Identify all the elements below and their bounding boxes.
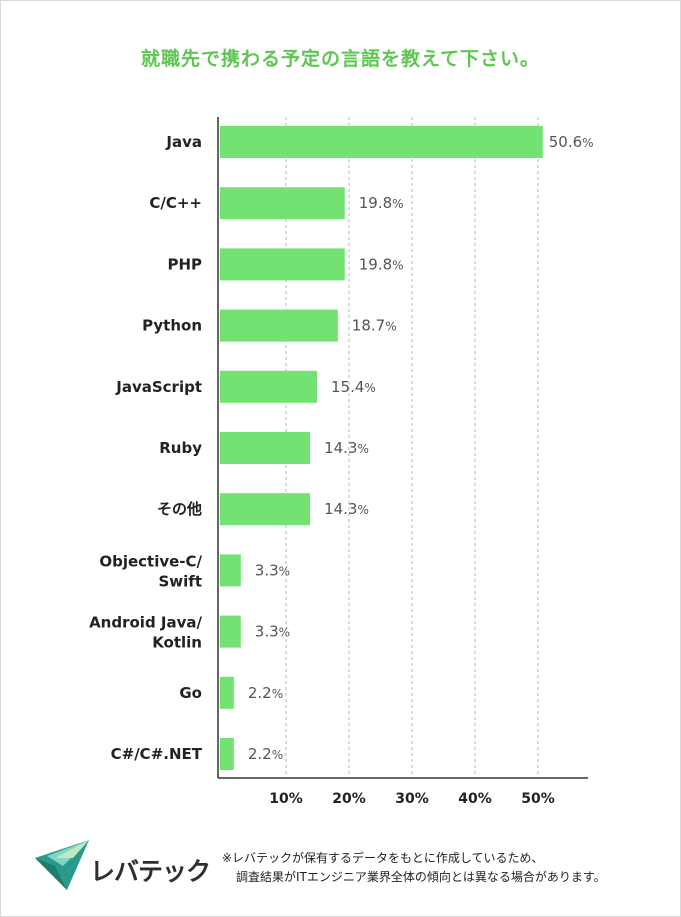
category-label: Objective-C/Swift [99,552,202,590]
bar [220,126,543,158]
value-label: 19.8% [359,194,404,212]
category-label: その他 [157,500,202,518]
category-label: C/C++ [149,194,202,212]
footnote-line-2: 調査結果がITエンジニア業界全体の傾向とは異なる場合があります。 [236,870,606,884]
bar [220,309,338,342]
category-label: PHP [167,255,202,273]
category-label: Java [165,133,202,151]
footnote-line-1: ※レバテックが保有するデータをもとに作成しているため、 [222,851,544,865]
value-label: 15.4% [331,378,376,396]
value-label: 14.3% [324,439,369,457]
value-label: 18.7% [352,317,397,335]
category-label: Go [179,684,202,702]
bar [220,554,241,587]
category-label: C#/C#.NET [111,745,203,763]
value-label: 2.2% [248,684,283,702]
leverages-logo-icon [35,840,89,890]
bar [220,738,234,770]
value-label: 2.2% [248,745,283,763]
x-tick-label: 10% [269,791,303,807]
value-label: 50.6% [549,133,594,151]
bar [220,615,241,648]
bar [220,676,234,709]
x-tick-label: 20% [332,791,366,807]
value-label: 14.3% [324,500,369,518]
bar [220,248,345,281]
x-tick-label: 30% [395,791,429,807]
chart-title: 就職先で携わる予定の言語を教えて下さい。 [140,48,541,70]
category-label: Python [142,317,202,335]
bar [220,432,311,464]
x-tick-label: 40% [458,791,492,807]
footnote: ※レバテックが保有するデータをもとに作成しているため、 調査結果がITエンジニア… [222,849,672,887]
logo-wordmark: レバテック [90,857,211,886]
category-label: Ruby [159,439,202,457]
bar [220,493,311,526]
value-label: 3.3% [255,561,290,579]
bar [220,187,345,220]
category-label: Android Java/Kotlin [89,614,202,652]
category-label: JavaScript [115,378,202,396]
bar [220,370,318,403]
x-tick-label: 50% [521,791,555,807]
value-label: 19.8% [359,255,404,273]
value-label: 3.3% [255,623,290,641]
